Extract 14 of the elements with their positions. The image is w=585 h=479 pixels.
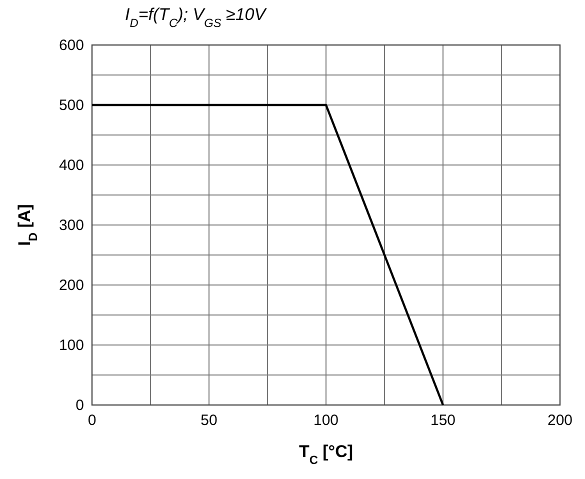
y-tick-label: 100 xyxy=(58,337,84,354)
x-axis-title: T$_{C}$ [°C] xyxy=(298,442,354,467)
x-tick-label: 150 xyxy=(430,412,456,429)
y-tick-label: 300 xyxy=(58,217,84,234)
x-tick-label: 50 xyxy=(200,412,218,429)
chart-title: I$_{D}$=f(T$_{C}$); V$_{GS}$ ≥10V xyxy=(125,5,268,30)
y-tick-label: 400 xyxy=(58,157,84,174)
y-tick-label: 0 xyxy=(76,397,84,414)
y-tick-label: 200 xyxy=(58,277,84,294)
x-tick-label: 200 xyxy=(547,412,573,429)
y-tick-label: 500 xyxy=(58,97,84,114)
x-tick-label: 0 xyxy=(88,412,96,429)
y-tick-label: 600 xyxy=(58,37,84,54)
x-tick-label: 100 xyxy=(313,412,339,429)
